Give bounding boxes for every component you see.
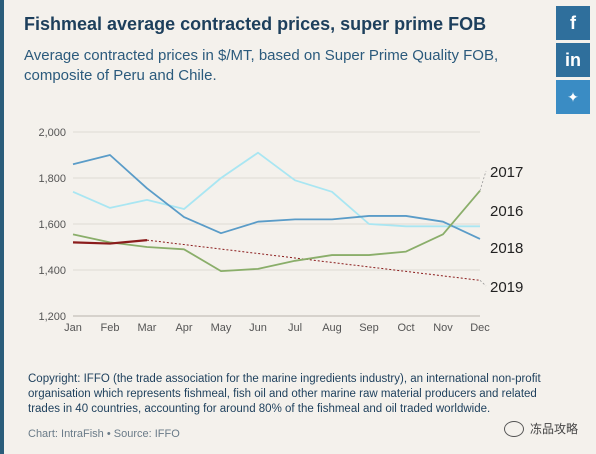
series-line-2017	[72, 151, 480, 228]
twitter-share-button[interactable]: ✦	[556, 80, 590, 114]
chart-credit: Chart: IntraFish • Source: IFFO	[28, 428, 180, 440]
facebook-icon: f	[570, 12, 576, 33]
series-label-2018: 2018	[490, 240, 523, 257]
leader-line	[479, 170, 487, 191]
x-tick-label: Nov	[433, 322, 453, 334]
page-title: Fishmeal average contracted prices, supe…	[24, 14, 487, 34]
wechat-icon	[503, 420, 524, 437]
x-tick-label: Jul	[288, 322, 302, 334]
x-tick-label: May	[211, 322, 232, 334]
share-bar: f in ✦	[556, 6, 590, 117]
page-subtitle: Average contracted prices in $/MT, based…	[24, 47, 499, 84]
x-tick-label: Dec	[470, 322, 490, 334]
linkedin-icon: in	[565, 49, 581, 70]
x-tick-label: Sep	[359, 322, 379, 334]
trend-line	[146, 239, 481, 281]
y-tick-label: 1,400	[38, 265, 66, 277]
linkedin-share-button[interactable]: in	[556, 43, 590, 77]
twitter-icon: ✦	[567, 88, 579, 105]
series-label-2016: 2016	[490, 203, 523, 220]
y-tick-label: 1,200	[38, 311, 66, 323]
y-tick-label: 2,000	[38, 127, 66, 139]
x-tick-label: Jun	[249, 322, 267, 334]
watermark: 冻品攻略	[503, 420, 578, 437]
accent-rule	[0, 0, 4, 454]
y-tick-label: 1,800	[38, 173, 66, 185]
series-label-2019: 2019	[490, 279, 523, 296]
x-tick-label: Mar	[138, 322, 157, 334]
x-tick-label: Aug	[322, 322, 342, 334]
facebook-share-button[interactable]: f	[556, 6, 590, 40]
series-line-2018	[72, 190, 481, 273]
series-label-2017: 2017	[490, 164, 523, 181]
x-tick-label: Apr	[175, 322, 192, 334]
x-tick-label: Feb	[101, 322, 120, 334]
watermark-text: 冻品攻略	[529, 422, 578, 436]
x-tick-label: Jan	[64, 322, 82, 334]
x-tick-label: Oct	[397, 322, 414, 334]
chart-header: Fishmeal average contracted prices, supe…	[24, 12, 544, 86]
y-tick-label: 1,600	[38, 219, 66, 231]
copyright-note: Copyright: IFFO (the trade association f…	[28, 373, 541, 415]
leader-line	[479, 280, 487, 287]
series-line-2019	[72, 239, 148, 245]
series-line-2016	[72, 154, 481, 240]
